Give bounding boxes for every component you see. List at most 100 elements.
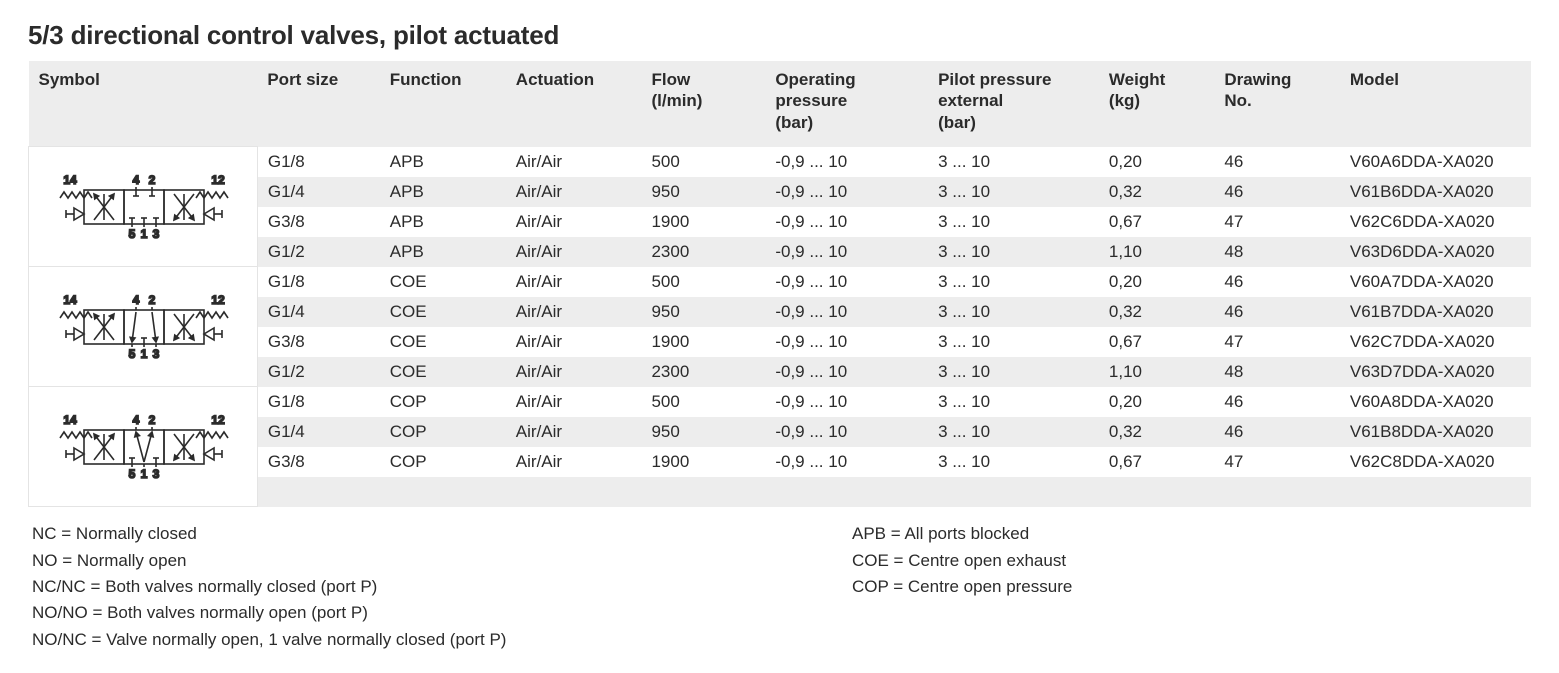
cell-wt: 1,10 [1099,357,1214,387]
cell-op: -0,9 ... 10 [765,357,928,387]
legend-line: NO = Normally open [32,548,792,574]
cell-draw: 46 [1214,267,1340,297]
legend-line: NC/NC = Both valves normally closed (por… [32,574,792,600]
cell-act: Air/Air [506,297,642,327]
col-header: Symbol [29,61,258,147]
cell-op: -0,9 ... 10 [765,417,928,447]
col-header: Flow(l/min) [641,61,765,147]
cell-model: V62C7DDA-XA020 [1340,327,1531,357]
col-header: Actuation [506,61,642,147]
cell-model: V62C8DDA-XA020 [1340,447,1531,477]
cell-act: Air/Air [506,417,642,447]
cell-port: G1/8 [257,387,379,417]
cell-port: G1/4 [257,417,379,447]
cell-flow: 500 [641,387,765,417]
cell-pilot: 3 ... 10 [928,417,1099,447]
cell-model: V60A6DDA-XA020 [1340,147,1531,177]
cell-func: APB [380,237,506,267]
col-header: Weight(kg) [1099,61,1214,147]
cell-wt: 0,32 [1099,177,1214,207]
cell-flow: 2300 [641,357,765,387]
cell-op: -0,9 ... 10 [765,327,928,357]
table-row: 425131412G1/8COPAir/Air500-0,9 ... 103 .… [29,387,1532,417]
svg-text:12: 12 [211,413,225,427]
svg-text:3: 3 [153,467,160,481]
table-row: 425131412G1/8COEAir/Air500-0,9 ... 103 .… [29,267,1532,297]
cell-draw: 46 [1214,387,1340,417]
cell-draw: 46 [1214,147,1340,177]
cell-pilot: 3 ... 10 [928,327,1099,357]
svg-text:14: 14 [63,413,77,427]
col-header: Function [380,61,506,147]
legend-line: COP = Centre open pressure [852,574,1072,600]
svg-text:4: 4 [133,413,140,427]
cell-port: G3/8 [257,327,379,357]
legend: NC = Normally closedNO = Normally openNC… [28,521,1531,653]
cell-pilot: 3 ... 10 [928,267,1099,297]
legend-line: APB = All ports blocked [852,521,1072,547]
cell-flow: 1900 [641,327,765,357]
legend-line: NC = Normally closed [32,521,792,547]
svg-text:5: 5 [129,347,136,361]
cell-port: G1/8 [257,147,379,177]
cell-flow: 500 [641,147,765,177]
cell-wt: 1,10 [1099,237,1214,267]
cell-flow: 1900 [641,207,765,237]
svg-text:5: 5 [129,467,136,481]
cell-op: -0,9 ... 10 [765,177,928,207]
cell-flow: 1900 [641,447,765,477]
cell-wt: 0,32 [1099,297,1214,327]
cell-flow: 2300 [641,237,765,267]
svg-text:2: 2 [149,173,156,187]
page-title: 5/3 directional control valves, pilot ac… [28,20,1531,51]
cell-port: G1/2 [257,357,379,387]
cell-port: G1/4 [257,177,379,207]
svg-text:3: 3 [153,227,160,241]
cell-port: G1/4 [257,297,379,327]
symbol-cell-apb: 425131412 [29,147,258,267]
cell-port: G1/8 [257,267,379,297]
cell-pilot: 3 ... 10 [928,237,1099,267]
cell-model: V63D7DDA-XA020 [1340,357,1531,387]
cell-func: COE [380,357,506,387]
cell-draw: 48 [1214,357,1340,387]
cell-flow: 500 [641,267,765,297]
cell-model: V60A8DDA-XA020 [1340,387,1531,417]
cell-op: -0,9 ... 10 [765,387,928,417]
cell-op: -0,9 ... 10 [765,267,928,297]
cell-model: V61B7DDA-XA020 [1340,297,1531,327]
cell-wt: 0,20 [1099,267,1214,297]
cell-op: -0,9 ... 10 [765,447,928,477]
cell-op: -0,9 ... 10 [765,207,928,237]
table-header-row: SymbolPort sizeFunctionActuationFlow(l/m… [29,61,1532,147]
cell-draw: 48 [1214,237,1340,267]
cell-func: APB [380,207,506,237]
legend-line: NO/NO = Both valves normally open (port … [32,600,792,626]
svg-text:12: 12 [211,293,225,307]
col-header: Port size [257,61,379,147]
cell-model: V61B6DDA-XA020 [1340,177,1531,207]
cell-act: Air/Air [506,177,642,207]
svg-text:12: 12 [211,173,225,187]
cell-func: APB [380,177,506,207]
cell-wt: 0,20 [1099,387,1214,417]
cell-func: COE [380,327,506,357]
cell-model: V61B8DDA-XA020 [1340,417,1531,447]
cell-act: Air/Air [506,447,642,477]
cell-act: Air/Air [506,327,642,357]
cell-draw: 46 [1214,417,1340,447]
cell-draw: 46 [1214,297,1340,327]
table-row: 425131412G1/8APBAir/Air500-0,9 ... 103 .… [29,147,1532,177]
cell-func: COE [380,267,506,297]
svg-text:4: 4 [133,173,140,187]
symbol-cell-coe: 425131412 [29,267,258,387]
col-header: DrawingNo. [1214,61,1340,147]
cell-pilot: 3 ... 10 [928,357,1099,387]
cell-pilot: 3 ... 10 [928,387,1099,417]
cell-act: Air/Air [506,267,642,297]
cell-act: Air/Air [506,387,642,417]
cell-wt: 0,20 [1099,147,1214,177]
valve-table: SymbolPort sizeFunctionActuationFlow(l/m… [28,61,1531,507]
col-header: Model [1340,61,1531,147]
symbol-cell-cop: 425131412 [29,387,258,507]
